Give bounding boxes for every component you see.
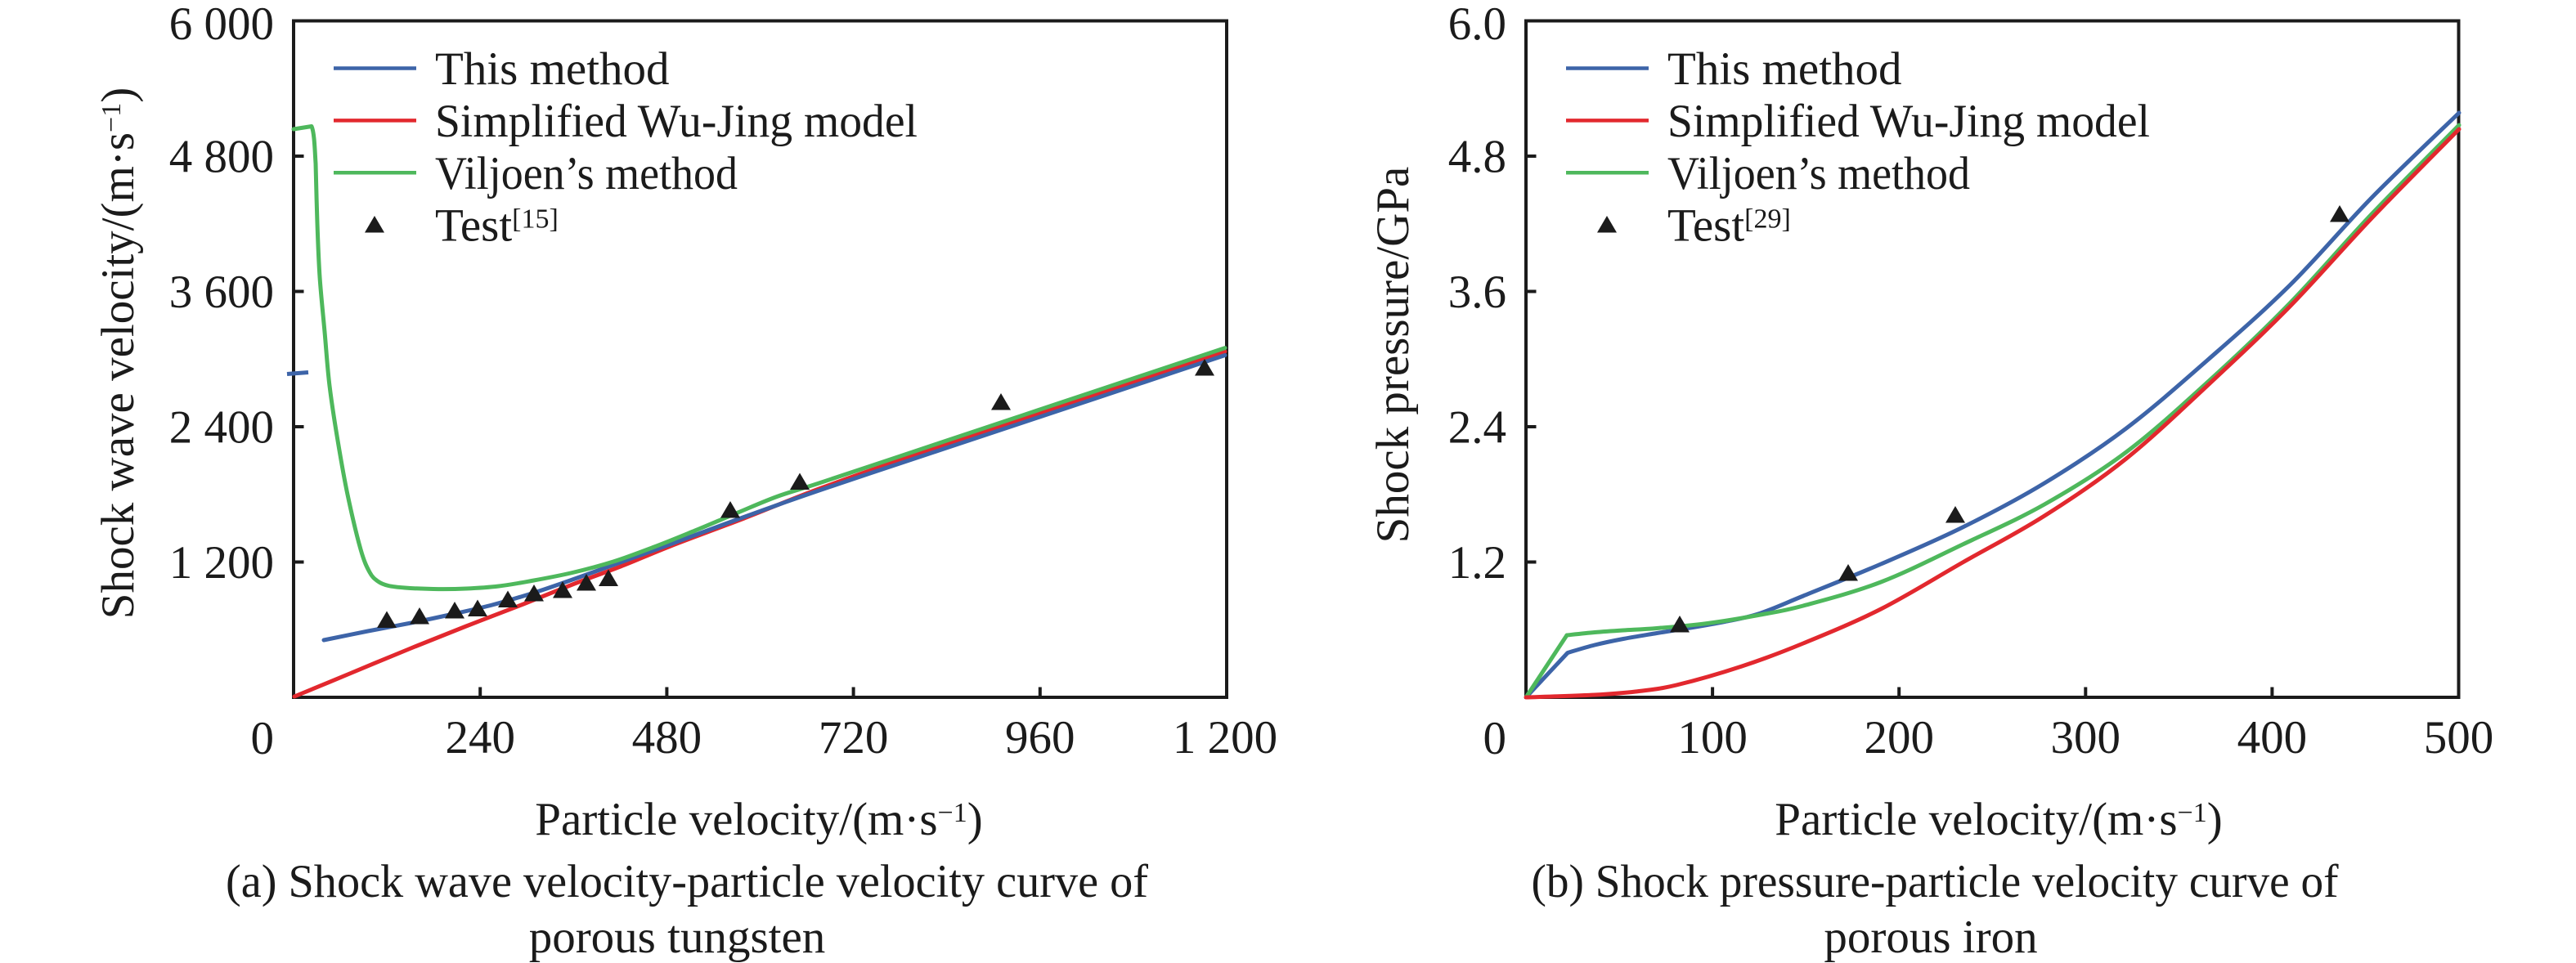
svg-text:4.8: 4.8 [1448, 132, 1506, 183]
svg-text:1.2: 1.2 [1448, 537, 1506, 589]
svg-text:3 600: 3 600 [169, 267, 274, 318]
svg-text:Simplified Wu-Jing model: Simplified Wu-Jing model [1667, 96, 2150, 147]
svg-text:(b) Shock pressure-particle ve: (b) Shock pressure-particle velocity cur… [1532, 856, 2339, 907]
svg-text:300: 300 [2051, 712, 2121, 764]
svg-text:porous iron: porous iron [1824, 911, 2037, 963]
svg-text:2.4: 2.4 [1448, 402, 1506, 454]
svg-text:0: 0 [251, 713, 275, 764]
svg-text:porous tungsten: porous tungsten [529, 911, 826, 963]
svg-text:2 400: 2 400 [169, 402, 274, 454]
svg-text:1 200: 1 200 [1173, 712, 1277, 764]
svg-text:Viljoen’s method: Viljoen’s method [435, 148, 738, 199]
svg-text:3.6: 3.6 [1448, 267, 1506, 318]
svg-text:This method: This method [435, 43, 670, 95]
svg-text:Particle velocity/(m·s−1): Particle velocity/(m·s−1) [535, 794, 982, 845]
svg-text:4 800: 4 800 [169, 132, 274, 183]
svg-text:200: 200 [1864, 712, 1934, 764]
svg-text:500: 500 [2424, 712, 2494, 764]
svg-text:100: 100 [1677, 712, 1748, 764]
svg-text:Simplified Wu-Jing model: Simplified Wu-Jing model [435, 96, 918, 147]
svg-text:720: 720 [819, 712, 889, 764]
svg-text:240: 240 [445, 712, 515, 764]
svg-text:Shock pressure/GPa: Shock pressure/GPa [1367, 167, 1419, 544]
svg-text:Test[29]: Test[29] [1667, 200, 1791, 252]
svg-text:6 000: 6 000 [169, 0, 274, 50]
svg-text:Shock wave velocity/(m·s−1): Shock wave velocity/(m·s−1) [92, 87, 144, 619]
svg-text:This method: This method [1667, 43, 1902, 95]
svg-text:Viljoen’s method: Viljoen’s method [1667, 148, 1970, 199]
svg-text:960: 960 [1005, 712, 1075, 764]
svg-text:400: 400 [2237, 712, 2308, 764]
svg-text:0: 0 [1483, 713, 1507, 764]
svg-text:Particle velocity/(m·s−1): Particle velocity/(m·s−1) [1775, 794, 2222, 845]
svg-text:(a) Shock wave velocity-partic: (a) Shock wave velocity-particle velocit… [226, 856, 1148, 907]
svg-text:6.0: 6.0 [1448, 0, 1506, 50]
svg-text:480: 480 [632, 712, 702, 764]
svg-text:1 200: 1 200 [169, 537, 274, 589]
